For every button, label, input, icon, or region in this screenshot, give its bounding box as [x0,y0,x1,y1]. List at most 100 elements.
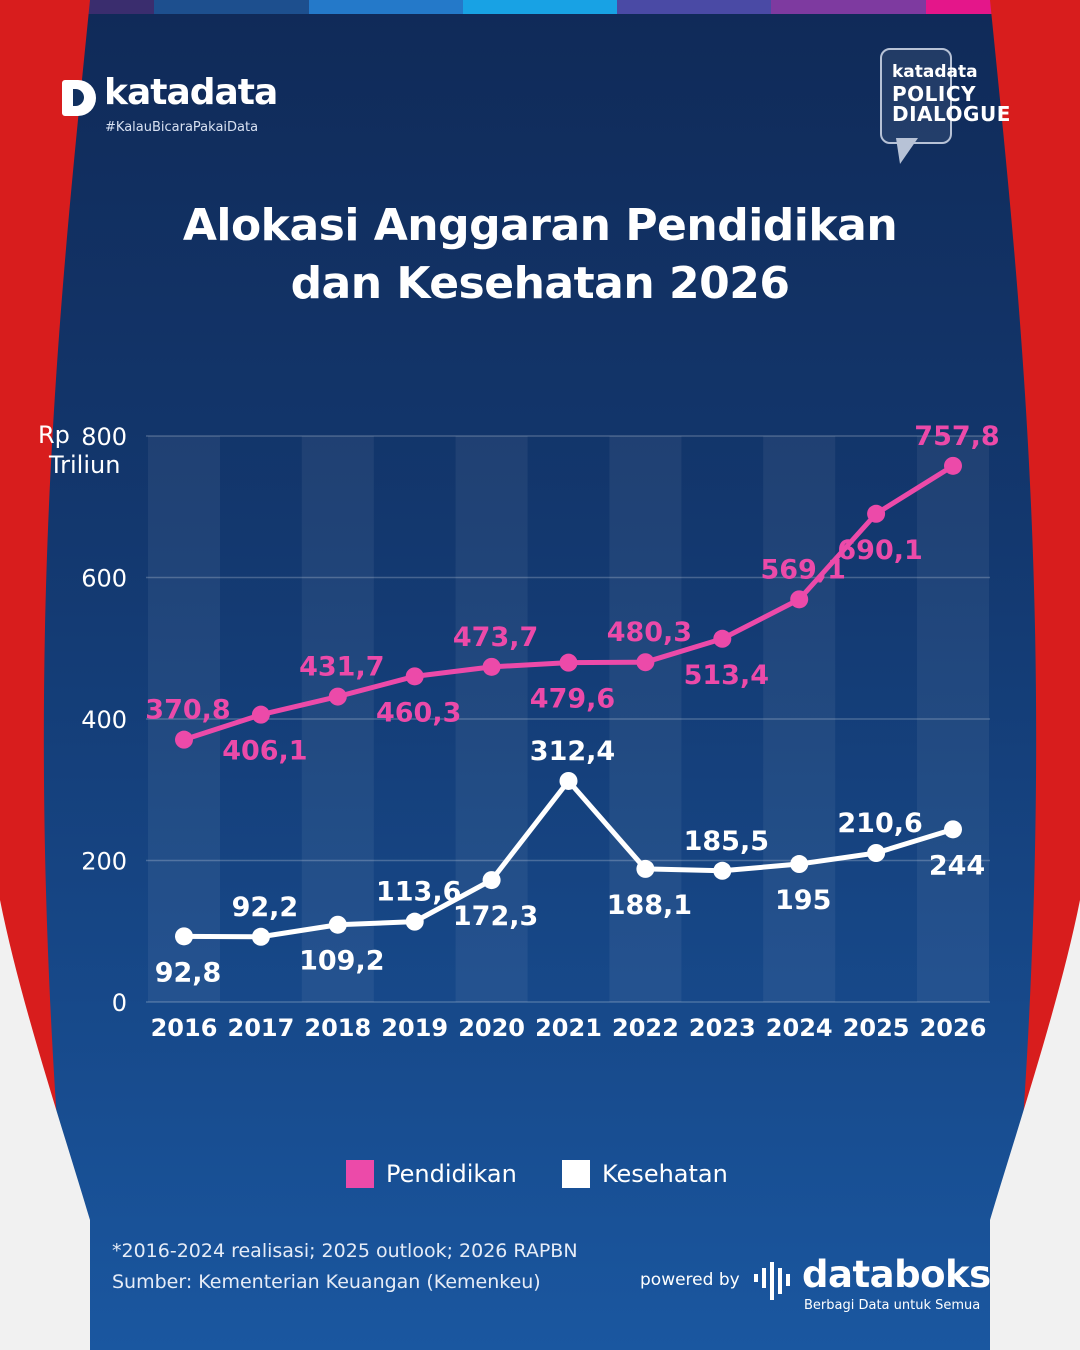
column-band [148,436,220,1002]
data-point-pendidikan [867,504,886,523]
footnote: *2016-2024 realisasi; 2025 outlook; 2026… [112,1240,578,1262]
y-tick-label: 600 [81,565,127,593]
data-label-kesehatan: 172,3 [453,901,538,932]
y-tick-label: 0 [112,989,127,1017]
x-tick-label: 2021 [535,1014,602,1042]
legend-kesehatan-swatch [562,1160,590,1188]
policy-brand: katadata [892,62,978,82]
data-label-kesehatan: 92,2 [232,892,299,923]
legend-kesehatan: Kesehatan [562,1160,728,1188]
databoks-tagline: Berbagi Data untuk Semua [804,1298,981,1313]
data-point-pendidikan [175,730,193,749]
policy-line-2: DIALOGUE [892,102,1011,126]
x-tick-label: 2022 [612,1014,679,1042]
data-label-kesehatan: 195 [775,885,831,916]
data-point-pendidikan [944,456,962,475]
y-axis-unit-rp: Rp [38,421,70,449]
y-tick-label: 200 [81,848,127,876]
x-tick-label: 2025 [843,1014,910,1042]
x-tick-label: 2023 [689,1014,756,1042]
data-label-pendidikan: 479,6 [530,684,615,715]
top-bar-segment [154,0,309,14]
left-curtain [0,0,90,1350]
data-label-pendidikan: 513,4 [684,660,769,691]
data-label-pendidikan: 757,8 [914,421,999,452]
top-bar-segment [617,0,772,14]
data-point-kesehatan [713,861,732,880]
data-label-kesehatan: 210,6 [837,808,922,839]
speech-bubble-icon [880,48,952,144]
data-label-pendidikan: 460,3 [376,697,461,728]
data-label-kesehatan: 312,4 [530,736,615,767]
data-point-pendidikan [559,653,578,672]
data-point-pendidikan [405,667,424,686]
data-point-pendidikan [790,590,809,609]
legend-pendidikan-label: Pendidikan [386,1160,517,1188]
top-bar-segment [308,0,463,14]
brand-tagline: #KalauBicaraPakaiData [105,120,259,135]
data-point-kesehatan [251,927,270,946]
column-band [763,436,836,1002]
y-tick-label: 800 [81,423,127,451]
data-label-kesehatan: 244 [929,850,985,881]
powered-by: powered by [640,1270,740,1290]
data-label-pendidikan: 370,8 [145,695,230,726]
x-tick-label: 2024 [766,1014,833,1042]
data-point-pendidikan [482,657,501,676]
chart-title-line-2: dan Kesehatan 2026 [290,258,790,309]
column-band [301,436,374,1002]
databoks-icon [754,1262,790,1300]
data-label-pendidikan: 569,1 [760,554,845,585]
x-tick-label: 2017 [228,1014,295,1042]
data-label-pendidikan: 690,1 [837,535,922,566]
chart-title-line-1: Alokasi Anggaran Pendidikan [182,200,898,251]
katadata-logo-icon [62,80,96,116]
top-bar-segment [771,0,926,14]
legend-kesehatan-label: Kesehatan [602,1160,728,1188]
data-point-pendidikan [328,687,347,706]
right-curtain [990,0,1080,1350]
x-tick-label: 2020 [458,1014,525,1042]
data-point-kesehatan [328,915,347,934]
data-label-pendidikan: 431,7 [299,652,384,683]
top-bar-segment [462,0,618,14]
x-tick-label: 2016 [151,1014,218,1042]
data-point-pendidikan [713,629,732,648]
data-point-kesehatan [482,871,501,890]
data-point-pendidikan [251,705,270,724]
data-label-kesehatan: 188,1 [607,890,692,921]
data-label-pendidikan: 473,7 [453,622,538,653]
brand-name: katadata [104,72,278,113]
policy-dialogue-logo: katadata POLICY DIALOGUE [880,48,1020,168]
column-band [917,436,989,1002]
speech-bubble-tail [896,138,918,164]
x-tick-label: 2026 [920,1014,987,1042]
databoks-logo: databoks [802,1253,991,1296]
series-line-kesehatan [183,778,954,940]
policy-line-1: POLICY [892,82,977,106]
data-point-kesehatan [867,844,886,863]
legend-pendidikan-swatch [346,1160,374,1188]
x-tick-label: 2018 [304,1014,371,1042]
data-point-kesehatan [790,855,809,874]
source-note: Sumber: Kementerian Keuangan (Kemenkeu) [112,1271,541,1293]
data-point-kesehatan [405,912,424,931]
column-band [455,436,528,1002]
data-label-kesehatan: 92,8 [155,957,222,988]
data-label-pendidikan: 480,3 [607,617,692,648]
data-label-kesehatan: 185,5 [684,826,769,857]
data-label-pendidikan: 406,1 [222,736,307,767]
data-point-kesehatan [636,859,655,878]
legend-pendidikan: Pendidikan [346,1160,517,1188]
x-tick-label: 2019 [381,1014,448,1042]
y-axis-unit-label: Triliun [48,451,120,479]
data-label-kesehatan: 113,6 [376,877,461,908]
data-point-kesehatan [175,927,193,946]
data-point-kesehatan [559,771,578,790]
y-tick-label: 400 [81,706,127,734]
column-band [609,436,682,1002]
data-point-kesehatan [944,820,962,839]
data-point-pendidikan [636,653,655,672]
